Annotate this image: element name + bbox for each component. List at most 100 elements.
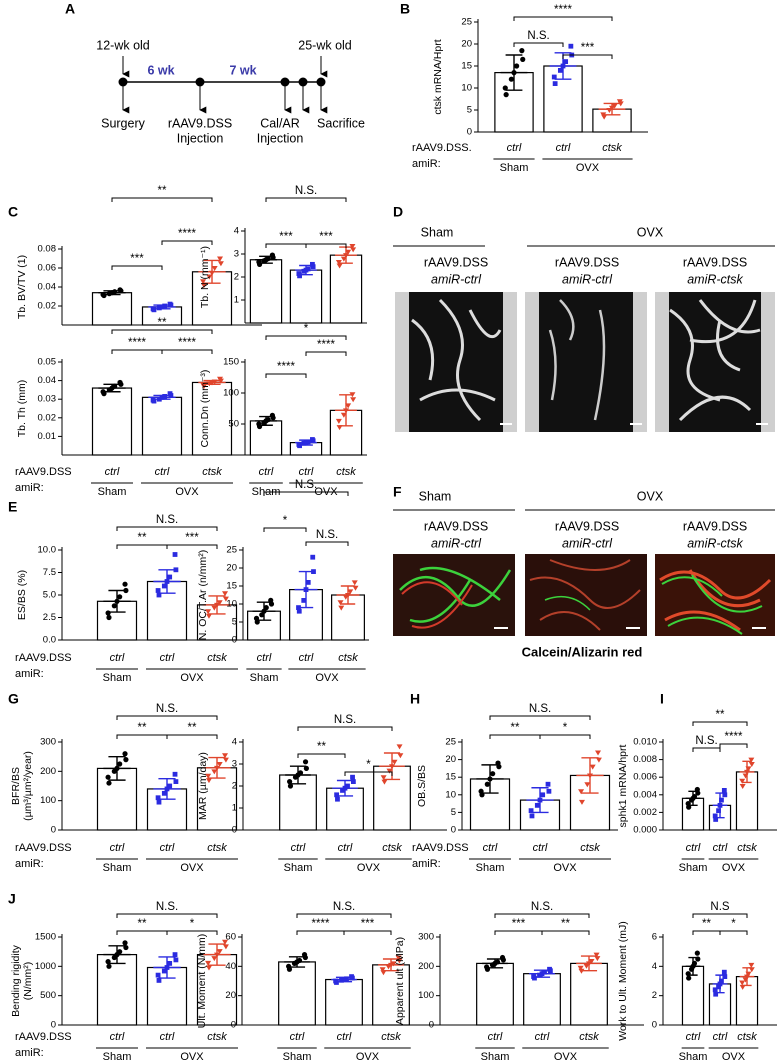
y-tick-label: 0.02 bbox=[38, 412, 57, 423]
group-label: OVX bbox=[356, 1051, 380, 1060]
group-label: OVX bbox=[180, 672, 204, 684]
significance-label: N.S. bbox=[527, 30, 549, 42]
error-bar bbox=[203, 943, 231, 966]
data-point bbox=[162, 394, 168, 399]
y-tick-label: 4 bbox=[652, 961, 657, 972]
data-point bbox=[155, 972, 161, 978]
timepoint bbox=[118, 77, 128, 87]
data-point bbox=[167, 961, 173, 966]
y-tick-label: 5 bbox=[232, 617, 237, 628]
data-point bbox=[722, 792, 728, 798]
significance-label: * bbox=[366, 759, 371, 771]
bar bbox=[329, 254, 363, 324]
significance-label: N.S. bbox=[295, 479, 317, 491]
y-tick-label: 0 bbox=[231, 1020, 236, 1031]
significance-label: ** bbox=[702, 918, 711, 930]
significance-label: N.S. bbox=[156, 703, 178, 715]
significance-label: * bbox=[731, 918, 736, 930]
y-axis-label: BFR/BS bbox=[10, 767, 22, 805]
x-tick-label: ctrl bbox=[160, 652, 175, 664]
error-bar bbox=[739, 760, 755, 784]
x-tick-label: ctsk bbox=[336, 466, 356, 478]
group-label: Sham bbox=[419, 489, 452, 503]
error-bar bbox=[153, 569, 181, 594]
data-point bbox=[351, 580, 358, 586]
data-point bbox=[350, 774, 355, 780]
y-tick-label: 40 bbox=[225, 961, 236, 972]
significance-label: * bbox=[563, 722, 568, 734]
y-tick-label: 2.5 bbox=[43, 612, 56, 623]
x-tick-label: ctrl bbox=[556, 142, 571, 154]
row-label: amiR: bbox=[15, 668, 44, 680]
interval-label: 7 wk bbox=[229, 63, 256, 77]
significance-label: N.S. bbox=[295, 185, 317, 197]
age-label: 25-wk old bbox=[298, 38, 352, 52]
data-point bbox=[222, 596, 229, 602]
error-bar bbox=[598, 102, 626, 116]
significance-bracket bbox=[692, 747, 721, 752]
significance-bracket bbox=[111, 329, 213, 334]
event-label: rAAV9.DSS bbox=[168, 116, 232, 130]
data-point bbox=[200, 283, 207, 289]
error-bar bbox=[332, 779, 358, 797]
event-label: Injection bbox=[177, 131, 224, 145]
significance-label: * bbox=[283, 515, 288, 527]
group-label: Sham bbox=[481, 1051, 510, 1060]
error-bar bbox=[252, 601, 276, 621]
data-point bbox=[595, 757, 602, 763]
error-bar bbox=[198, 259, 226, 284]
data-point bbox=[547, 966, 552, 972]
group-label: OVX bbox=[637, 489, 664, 503]
y-tick-label: 15 bbox=[461, 61, 472, 72]
significance-bracket bbox=[265, 335, 347, 340]
data-point bbox=[206, 274, 213, 280]
significance-bracket bbox=[116, 913, 218, 918]
data-point bbox=[600, 112, 607, 118]
y-tick-label: 200 bbox=[418, 961, 434, 972]
group-label: OVX bbox=[637, 225, 664, 239]
y-tick-label: 1 bbox=[234, 295, 239, 306]
significance-bracket bbox=[296, 913, 392, 918]
y-axis-label: Tb. Th (mm) bbox=[16, 380, 28, 438]
data-point bbox=[172, 771, 178, 777]
image-label: rAAV9.DSS bbox=[555, 255, 619, 269]
data-point bbox=[211, 605, 218, 611]
data-point bbox=[117, 761, 123, 767]
group-label: Sham bbox=[103, 862, 132, 874]
data-point bbox=[211, 769, 218, 775]
data-point bbox=[390, 961, 397, 967]
data-point bbox=[713, 817, 719, 822]
y-tick-label: 0 bbox=[467, 127, 472, 138]
bar bbox=[289, 269, 323, 324]
data-point bbox=[552, 81, 558, 86]
data-point bbox=[222, 753, 229, 759]
y-tick-label: 7.5 bbox=[43, 567, 56, 578]
micro-ct-image bbox=[525, 292, 647, 432]
y-tick-label: 1500 bbox=[35, 932, 56, 943]
data-point bbox=[568, 43, 574, 49]
bar bbox=[278, 961, 316, 1026]
group-label: Sham bbox=[98, 486, 127, 498]
data-point bbox=[546, 788, 552, 794]
chart: 0 500 1000 1500 Bending rigidity (N/mm²) N.S. *… bbox=[10, 901, 272, 1060]
caption: Calcein/Alizarin red bbox=[522, 644, 643, 659]
error-bar bbox=[153, 956, 181, 979]
panel-label: H bbox=[410, 691, 420, 707]
group-label: OVX bbox=[722, 862, 746, 874]
y-tick-label: 0 bbox=[51, 825, 56, 836]
micro-ct-image bbox=[655, 292, 775, 432]
micrograph-panel: Sham OVX rAAV9.DSS amiR-ctrl rAAV9.DSS a… bbox=[393, 489, 775, 659]
y-tick-label: 60 bbox=[225, 932, 236, 943]
data-point bbox=[155, 795, 161, 801]
significance-label: N.S. bbox=[156, 901, 178, 913]
data-point bbox=[335, 796, 340, 802]
significance-label: N.S. bbox=[695, 735, 717, 747]
significance-bracket bbox=[692, 721, 748, 726]
error-bar bbox=[476, 764, 504, 794]
data-point bbox=[311, 569, 316, 574]
y-tick-label: 20 bbox=[461, 39, 472, 50]
data-point bbox=[301, 952, 308, 958]
significance-bracket bbox=[116, 526, 218, 531]
row-label: rAAV9.DSS bbox=[15, 842, 72, 854]
